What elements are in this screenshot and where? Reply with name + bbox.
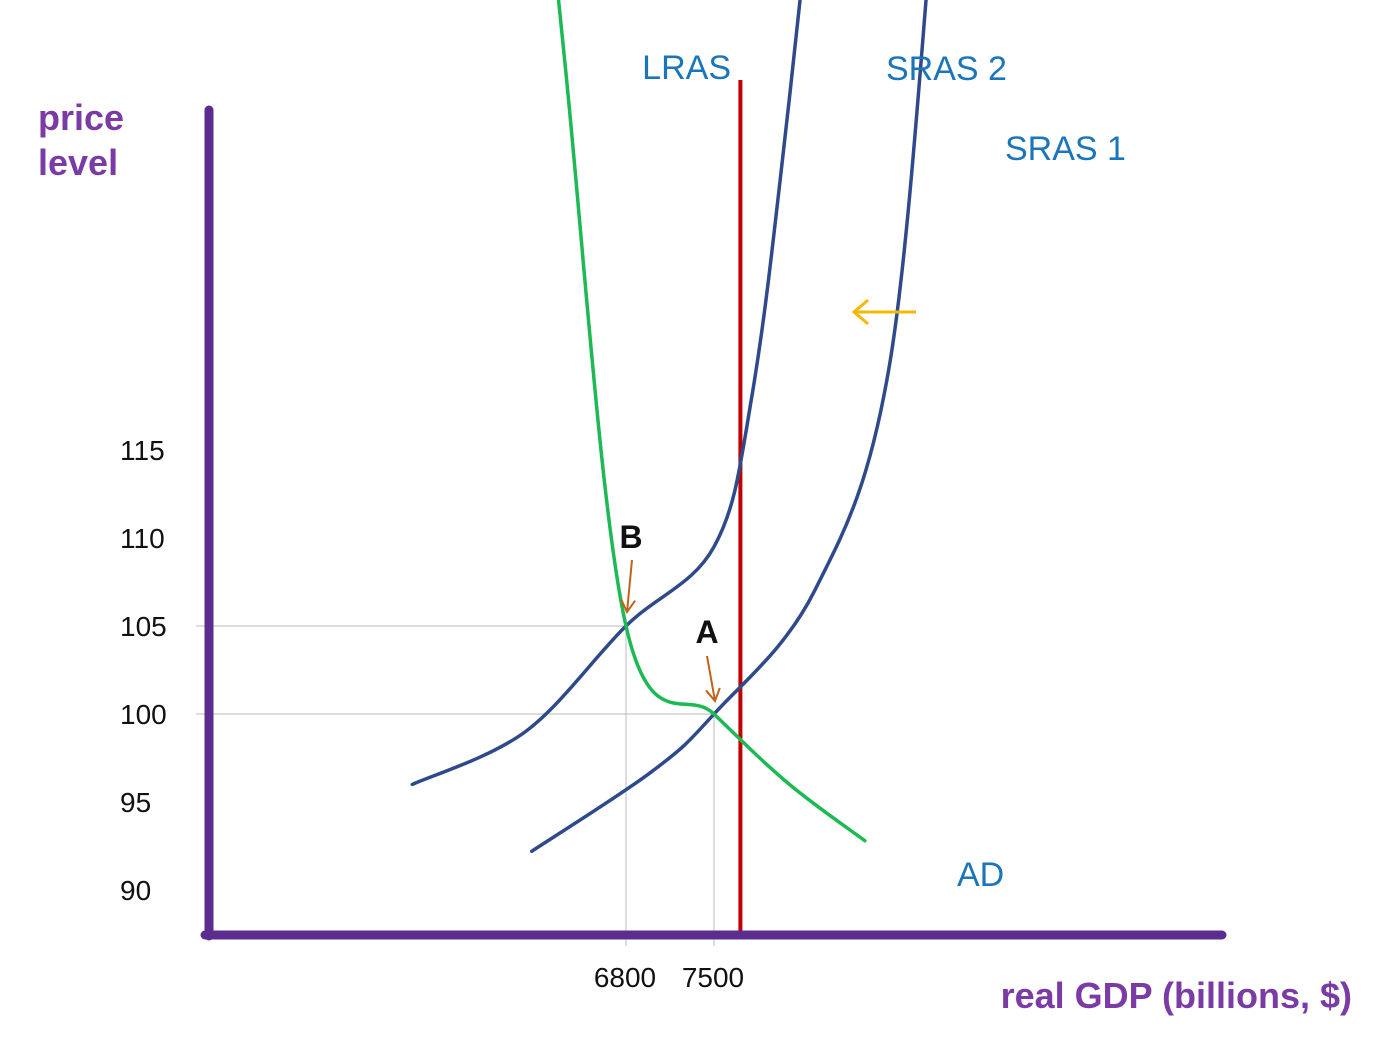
- point-markers: AB: [619, 298, 916, 703]
- y-tick-100: 100: [120, 699, 167, 730]
- x-axis-title: real GDP (billions, $): [1001, 975, 1352, 1016]
- shift-arrowhead: [851, 298, 869, 326]
- tick-labels: 115 110 105 100 95 90 6800 7500: [120, 435, 744, 993]
- label-ad: AD: [957, 856, 1004, 894]
- label-sras-2: SRAS 2: [886, 50, 1007, 88]
- curve-sras-1: [529, 0, 928, 854]
- label-sras-1: SRAS 1: [1005, 130, 1126, 168]
- y-axis-title-line2: level: [38, 142, 118, 183]
- y-tick-115: 115: [120, 435, 165, 466]
- point-arrowhead-a: [705, 687, 721, 703]
- label-lras: LRAS: [642, 49, 731, 87]
- x-tick-6800: 6800: [594, 962, 656, 993]
- curve-ad: [556, 0, 867, 843]
- y-axis-title-line1: price: [38, 97, 124, 138]
- point-label-a: A: [695, 614, 718, 650]
- y-tick-105: 105: [120, 611, 167, 642]
- point-arrowhead-b: [620, 598, 636, 614]
- curve-labels: LRAS SRAS 2 SRAS 1 AD: [642, 49, 1126, 894]
- point-arrow-b: [626, 559, 633, 613]
- guide-lines: [196, 625, 715, 946]
- axes: [200, 105, 1227, 941]
- point-label-b: B: [619, 519, 642, 555]
- y-tick-95: 95: [120, 787, 151, 818]
- curves: [410, 0, 928, 936]
- y-tick-110: 110: [120, 523, 165, 554]
- curve-sras-2: [410, 0, 803, 787]
- y-tick-90: 90: [120, 875, 151, 906]
- point-arrow-a: [706, 655, 716, 702]
- x-tick-7500: 7500: [682, 962, 744, 993]
